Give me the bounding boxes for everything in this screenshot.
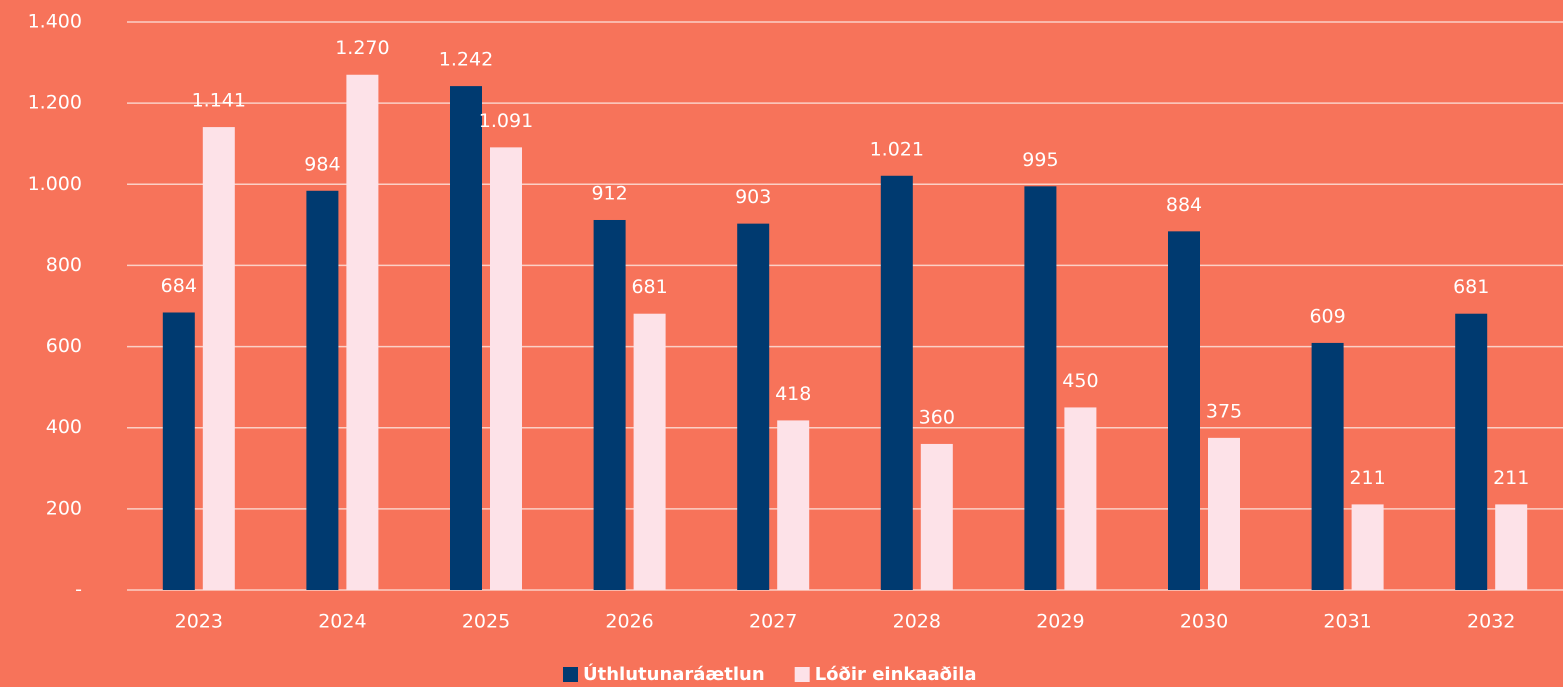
value-label: 360	[919, 406, 955, 428]
bar	[346, 74, 379, 590]
bar	[777, 420, 810, 590]
value-label: 1.021	[870, 138, 924, 160]
value-label: 681	[1453, 276, 1489, 298]
value-label: 450	[1062, 370, 1098, 392]
bar	[450, 86, 482, 591]
bar	[1024, 186, 1057, 591]
bar	[202, 127, 235, 590]
value-label: 912	[591, 182, 627, 204]
value-label: 1.242	[439, 49, 493, 71]
legend-swatch	[563, 667, 578, 682]
bar	[737, 223, 770, 590]
y-tick-label: 1.400	[28, 11, 82, 33]
value-label: 375	[1206, 400, 1242, 422]
y-tick-label: 600	[46, 335, 82, 357]
x-tick-label: 2025	[462, 611, 510, 633]
y-tick-label: 1.200	[28, 92, 82, 114]
bar	[593, 219, 626, 590]
value-label: 903	[735, 186, 771, 208]
x-tick-label: 2026	[605, 611, 653, 633]
bar	[1495, 504, 1528, 590]
bar	[1208, 437, 1240, 590]
bar	[1064, 407, 1097, 590]
value-label: 1.270	[335, 37, 389, 59]
x-tick-label: 2029	[1036, 611, 1084, 633]
x-tick-label: 2031	[1323, 611, 1371, 633]
x-tick-label: 2023	[175, 611, 223, 633]
bar	[1311, 342, 1344, 590]
x-tick-label: 2030	[1180, 611, 1228, 633]
x-tick-label: 2027	[749, 611, 797, 633]
bar	[1351, 504, 1384, 590]
bar	[1168, 231, 1200, 590]
x-tick-label: 2032	[1467, 611, 1515, 633]
y-tick-label: 1.000	[28, 173, 82, 195]
value-label: 211	[1349, 467, 1385, 489]
bar	[306, 190, 339, 590]
y-tick-label: -	[75, 579, 82, 601]
y-tick-label: 200	[46, 497, 82, 519]
value-label: 884	[1166, 194, 1202, 216]
value-label: 211	[1493, 467, 1529, 489]
x-tick-label: 2024	[318, 611, 366, 633]
value-label: 684	[161, 275, 197, 297]
legend-swatch	[794, 667, 810, 682]
value-label: 995	[1022, 149, 1058, 171]
value-label: 418	[775, 383, 811, 405]
value-label: 609	[1309, 305, 1345, 327]
y-tick-label: 400	[46, 416, 82, 438]
bar	[633, 313, 666, 590]
value-label: 1.141	[192, 90, 246, 112]
legend-label: Úthlutunaráætlun	[583, 663, 765, 685]
y-tick-label: 800	[46, 254, 82, 276]
value-label: 681	[631, 276, 667, 298]
value-label: 1.091	[479, 110, 533, 132]
bar	[162, 312, 195, 590]
x-tick-label: 2028	[893, 611, 941, 633]
legend-label: Lóðir einkaaðila	[815, 664, 977, 685]
bar	[490, 147, 522, 590]
bar	[1455, 313, 1488, 590]
bar	[920, 443, 953, 590]
bar	[880, 175, 913, 590]
value-label: 984	[304, 153, 340, 175]
